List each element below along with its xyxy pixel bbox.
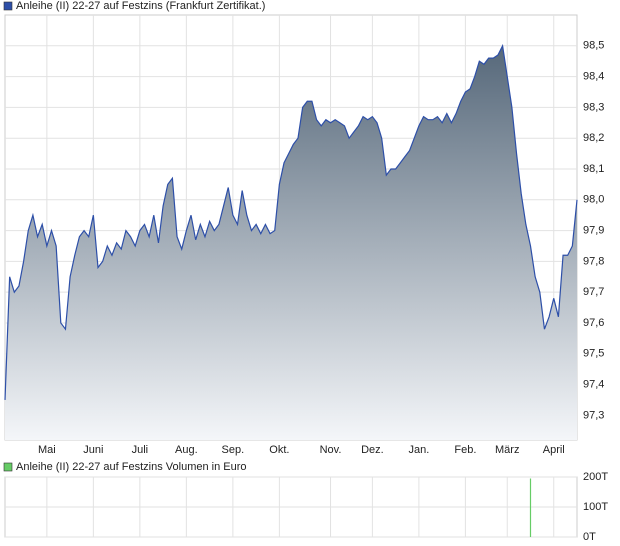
x-tick-label: Dez. xyxy=(361,444,384,456)
y-tick-label: 200T xyxy=(583,471,608,483)
x-tick-label: April xyxy=(543,444,565,456)
x-tick-label: Jan. xyxy=(408,444,429,456)
price-line xyxy=(4,43,578,400)
y-tick-label: 97,4 xyxy=(583,378,604,390)
legend-label: Anleihe (II) 22-27 auf Festzins Volumen … xyxy=(16,461,247,473)
y-tick-label: 0T xyxy=(583,531,596,543)
x-tick-label: Juni xyxy=(83,444,103,456)
y-tick-label: 98,1 xyxy=(583,163,604,175)
area-fill xyxy=(5,45,577,441)
x-tick-label: Nov. xyxy=(320,444,342,456)
x-tick-label: Okt. xyxy=(269,444,289,456)
y-tick-label: 97,3 xyxy=(583,409,604,421)
y-tick-label: 97,7 xyxy=(583,286,604,298)
x-tick-label: Aug. xyxy=(175,444,198,456)
legend-label: Anleihe (II) 22-27 auf Festzins (Frankfu… xyxy=(16,0,265,12)
x-tick-label: Sep. xyxy=(222,444,245,456)
y-tick-label: 97,8 xyxy=(583,255,604,267)
x-tick-label: Mai xyxy=(38,444,56,456)
y-tick-label: 100T xyxy=(583,501,608,513)
legend-swatch xyxy=(3,462,13,472)
y-tick-label: 97,5 xyxy=(583,348,604,360)
x-tick-label: März xyxy=(495,444,519,456)
y-tick-label: 98,5 xyxy=(583,40,604,52)
x-tick-label: Juli xyxy=(132,444,149,456)
y-tick-label: 98,3 xyxy=(583,101,604,113)
y-tick-label: 98,2 xyxy=(583,132,604,144)
y-tick-label: 97,9 xyxy=(583,224,604,236)
y-tick-label: 97,6 xyxy=(583,317,604,329)
x-tick-label: Feb. xyxy=(454,444,476,456)
y-tick-label: 98,4 xyxy=(583,71,604,83)
legend-swatch xyxy=(3,1,13,11)
y-tick-label: 98,0 xyxy=(583,194,604,206)
